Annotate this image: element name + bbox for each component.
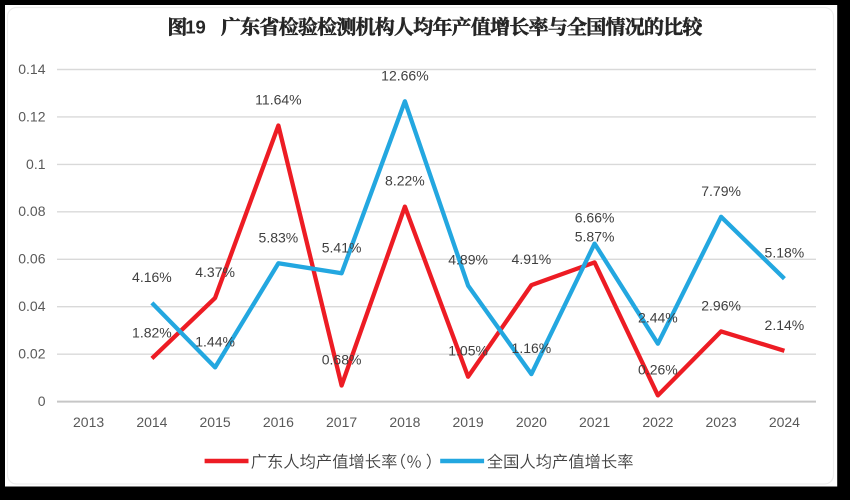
- svg-text:5.18%: 5.18%: [765, 245, 805, 261]
- svg-text:12.66%: 12.66%: [381, 67, 428, 83]
- svg-text:2020: 2020: [516, 414, 547, 430]
- svg-text:5.41%: 5.41%: [322, 239, 362, 255]
- svg-text:19: 19: [185, 17, 206, 38]
- svg-text:2014: 2014: [136, 414, 167, 430]
- svg-text:1.82%: 1.82%: [132, 324, 172, 340]
- svg-text:8.22%: 8.22%: [385, 173, 425, 189]
- svg-text:0.26%: 0.26%: [638, 361, 678, 377]
- svg-text:1.44%: 1.44%: [195, 333, 235, 349]
- svg-text:5.83%: 5.83%: [259, 229, 299, 245]
- svg-text:5.87%: 5.87%: [575, 228, 615, 244]
- svg-text:2016: 2016: [263, 414, 294, 430]
- svg-text:0.08: 0.08: [18, 203, 45, 219]
- svg-text:2013: 2013: [73, 414, 104, 430]
- svg-text:0.14: 0.14: [18, 61, 45, 77]
- svg-text:4.16%: 4.16%: [132, 269, 172, 285]
- svg-text:4.37%: 4.37%: [195, 264, 235, 280]
- svg-text:2018: 2018: [389, 414, 420, 430]
- svg-text:2.96%: 2.96%: [701, 297, 741, 313]
- svg-text:7.79%: 7.79%: [701, 183, 741, 199]
- svg-text:0.12: 0.12: [18, 108, 45, 124]
- svg-text:2023: 2023: [706, 414, 737, 430]
- svg-text:1.16%: 1.16%: [512, 340, 552, 356]
- svg-text:0.02: 0.02: [18, 346, 45, 362]
- svg-text:4.89%: 4.89%: [448, 252, 488, 268]
- svg-text:11.64%: 11.64%: [255, 92, 301, 108]
- svg-text:2019: 2019: [453, 414, 484, 430]
- svg-text:1.05%: 1.05%: [448, 343, 488, 359]
- svg-text:0.06: 0.06: [18, 251, 45, 267]
- svg-text:2024: 2024: [769, 414, 800, 430]
- svg-text:2.44%: 2.44%: [638, 310, 678, 326]
- svg-text:2022: 2022: [642, 414, 673, 430]
- svg-text:2017: 2017: [326, 414, 357, 430]
- svg-text:0.1: 0.1: [26, 156, 46, 172]
- svg-text:0.68%: 0.68%: [322, 352, 362, 368]
- svg-text:2015: 2015: [200, 414, 231, 430]
- svg-text:4.91%: 4.91%: [512, 251, 552, 267]
- svg-text:6.66%: 6.66%: [575, 210, 615, 226]
- svg-text:2021: 2021: [579, 414, 610, 430]
- svg-text:0.04: 0.04: [18, 298, 45, 314]
- svg-text:0: 0: [38, 393, 46, 409]
- svg-text:2.14%: 2.14%: [765, 317, 805, 333]
